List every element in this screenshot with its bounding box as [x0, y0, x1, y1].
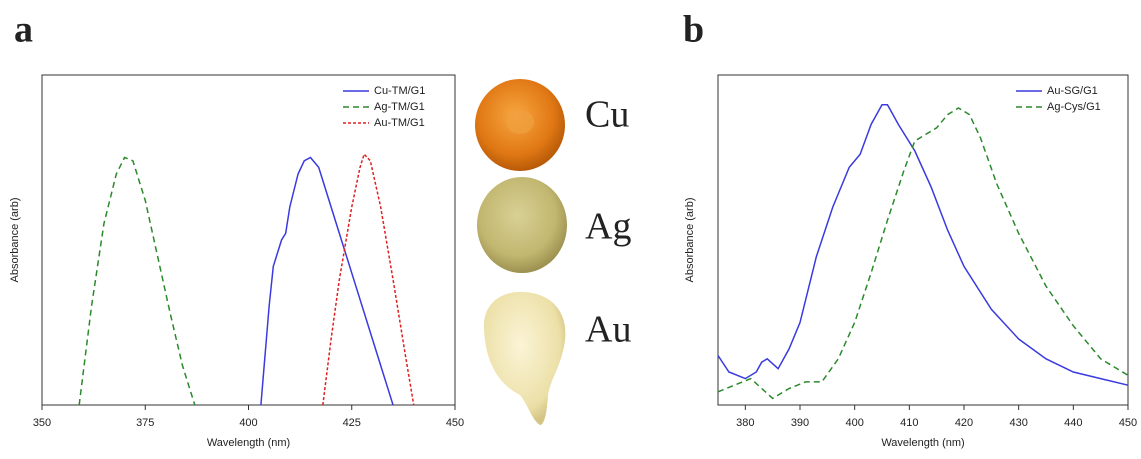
x-axis-label: Wavelength (nm)	[881, 437, 964, 449]
y-axis-label: Absorbance (arb)	[9, 198, 21, 283]
photo-label: Cu	[585, 94, 629, 136]
legend-label: Au-SG/G1	[1047, 85, 1098, 97]
legend-label: Au-TM/G1	[374, 117, 425, 129]
x-tick-label: 440	[1064, 417, 1082, 429]
data-line	[260, 156, 394, 406]
photo-label: Ag	[585, 206, 631, 248]
data-line	[717, 103, 1129, 386]
au-photo	[483, 291, 566, 425]
photo-label: Au	[585, 309, 631, 351]
y-axis-label: Absorbance (arb)	[684, 198, 696, 283]
legend-label: Cu-TM/G1	[374, 85, 425, 97]
x-tick-label: 425	[343, 417, 361, 429]
photos: Cu Ag Au	[475, 79, 631, 425]
x-tick-label: 375	[136, 417, 154, 429]
x-tick-label: 350	[33, 417, 51, 429]
x-tick-label: 400	[845, 417, 863, 429]
x-tick-label: 450	[1119, 417, 1137, 429]
legend-label: Ag-TM/G1	[374, 101, 425, 113]
data-line	[322, 152, 415, 406]
x-tick-label: 430	[1009, 417, 1027, 429]
x-tick-label: 450	[446, 417, 464, 429]
x-tick-label: 380	[736, 417, 754, 429]
x-axis-label: Wavelength (nm)	[207, 437, 290, 449]
panel-label: b	[683, 9, 704, 51]
cu-photo-spot	[506, 110, 534, 134]
x-tick-label: 410	[900, 417, 918, 429]
data-line	[717, 107, 1129, 400]
legend-label: Ag-Cys/G1	[1047, 101, 1101, 113]
ag-photo	[477, 177, 567, 273]
plot-frame	[717, 74, 1129, 406]
panel-label: a	[14, 9, 33, 51]
data-line	[78, 156, 196, 406]
x-tick-label: 420	[955, 417, 973, 429]
x-tick-label: 400	[239, 417, 257, 429]
x-tick-label: 390	[791, 417, 809, 429]
